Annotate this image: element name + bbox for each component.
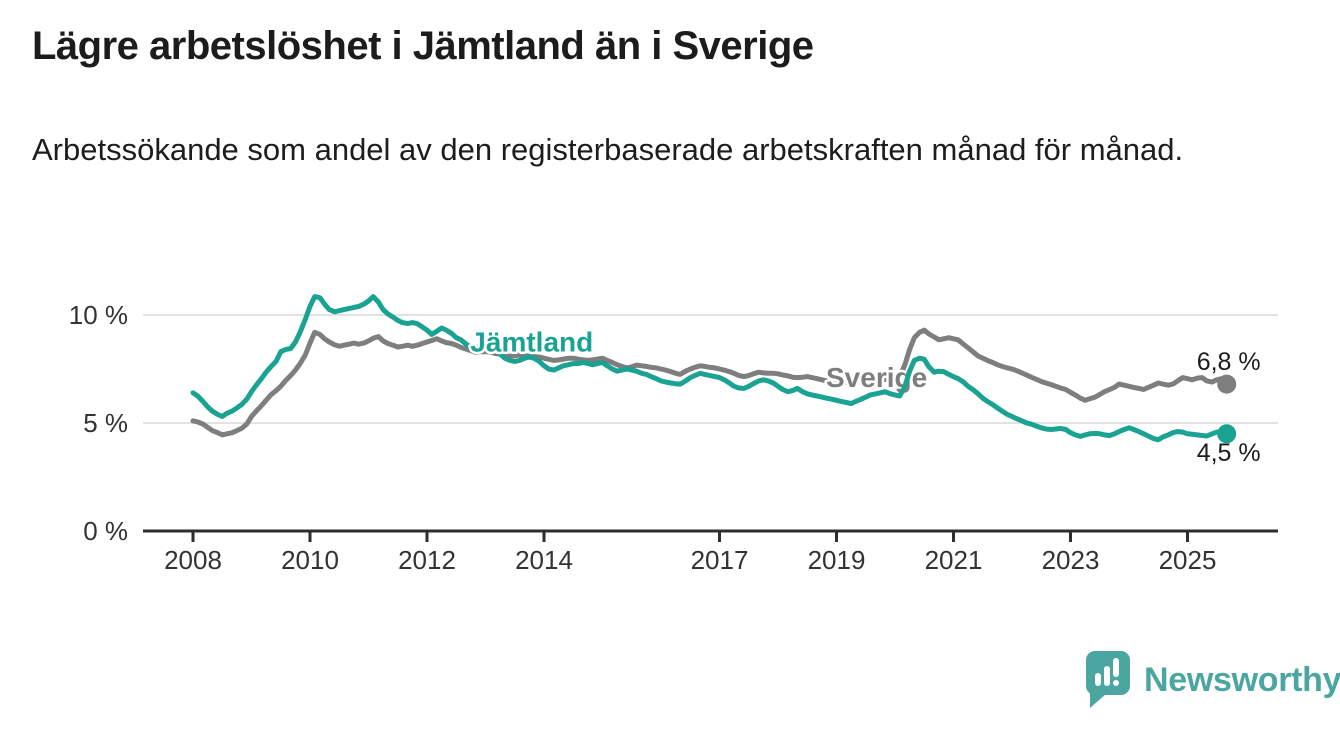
y-tick-label: 5 % bbox=[83, 408, 128, 438]
chart-subtitle: Arbetssökande som andel av den registerb… bbox=[32, 132, 1184, 167]
x-tick-label: 2014 bbox=[515, 545, 573, 575]
sverige-end-dot bbox=[1217, 374, 1237, 394]
y-tick-label: 10 % bbox=[69, 300, 128, 330]
jamtland-end-dot bbox=[1217, 424, 1237, 444]
x-tick-label: 2023 bbox=[1042, 545, 1100, 575]
x-tick-label: 2017 bbox=[691, 545, 749, 575]
x-tick-label: 2010 bbox=[281, 545, 339, 575]
sverige-end-value-label: 6,8 % bbox=[1197, 348, 1261, 376]
jamtland-end-value-label: 4,5 % bbox=[1197, 439, 1261, 467]
jamtland-line bbox=[190, 294, 1230, 443]
chart-title: Lägre arbetslöshet i Jämtland än i Sveri… bbox=[32, 24, 814, 68]
brand-footer: Newsworthy bbox=[1086, 651, 1340, 709]
y-tick-label: 0 % bbox=[83, 516, 128, 546]
sverige-line bbox=[190, 327, 1230, 438]
x-tick-label: 2021 bbox=[925, 545, 983, 575]
x-tick-label: 2012 bbox=[398, 545, 456, 575]
newsworthy-logo-icon bbox=[1086, 651, 1130, 708]
sverige-series-label: Sverige bbox=[826, 362, 927, 393]
x-tick-label: 2025 bbox=[1159, 545, 1217, 575]
x-tick-label: 2008 bbox=[164, 545, 222, 575]
jamtland-series-label: Jämtland bbox=[470, 327, 593, 358]
brand-name: Newsworthy bbox=[1144, 660, 1340, 699]
x-tick-label: 2019 bbox=[808, 545, 866, 575]
